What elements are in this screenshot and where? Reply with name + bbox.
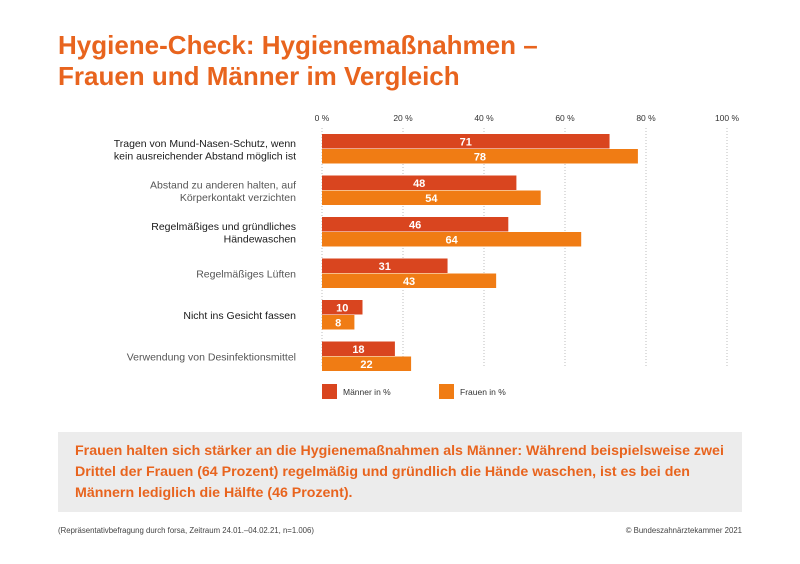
legend-label: Männer in % — [343, 387, 391, 397]
legend: Männer in % Frauen in % — [322, 384, 506, 399]
summary-callout: Frauen halten sich stärker an die Hygien… — [58, 432, 742, 512]
data-label: 10 — [336, 303, 348, 315]
bar — [322, 300, 363, 315]
bar — [322, 232, 582, 247]
bar — [322, 315, 355, 330]
page-title: Hygiene-Check: Hygienemaßnahmen – Frauen… — [58, 30, 758, 92]
category-label: kein ausreichender Abstand möglich ist — [114, 150, 296, 162]
data-label: 18 — [352, 344, 364, 356]
legend-swatch — [322, 384, 337, 399]
copyright-notice: © Bundeszahnärztekammer 2021 — [625, 526, 742, 535]
bar — [322, 190, 541, 205]
title-line-1: Hygiene-Check: Hygienemaßnahmen – — [58, 30, 538, 60]
x-tick-label: 60 % — [555, 113, 575, 123]
bar — [322, 149, 638, 164]
data-label: 46 — [409, 220, 421, 232]
category-label: Körperkontakt verzichten — [180, 192, 296, 204]
title-line-2: Frauen und Männer im Vergleich — [58, 61, 460, 91]
x-tick-label: 40 % — [474, 113, 494, 123]
bar-chart: 0 % 20 % 40 % 60 % 80 % 100 % Tragen von Mund… — [114, 113, 740, 399]
source-footnote: (Repräsentativbefragung durch forsa, Zei… — [58, 526, 314, 535]
x-tick-label: 80 % — [636, 113, 656, 123]
legend-swatch — [439, 384, 454, 399]
data-label: 43 — [403, 276, 415, 288]
data-label: 8 — [335, 318, 341, 330]
x-tick-label: 20 % — [393, 113, 413, 123]
category-label: Verwendung von Desinfektionsmittel — [127, 352, 296, 364]
category-label: Regelmäßiges Lüften — [196, 269, 296, 281]
category-label: Tragen von Mund-Nasen-Schutz, wenn — [114, 138, 296, 150]
data-label: 22 — [360, 359, 372, 371]
legend-label: Frauen in % — [460, 387, 506, 397]
data-label: 78 — [474, 152, 486, 164]
bar — [322, 134, 610, 149]
data-label: 31 — [379, 261, 391, 273]
x-tick-label: 0 % — [315, 113, 330, 123]
grid-layer — [321, 128, 728, 368]
data-label: 71 — [460, 137, 472, 149]
tick-labels: 0 % 20 % 40 % 60 % 80 % 100 % — [315, 113, 740, 123]
bar — [322, 217, 509, 232]
data-label: 54 — [425, 193, 438, 205]
data-label: 64 — [445, 235, 458, 247]
bar — [322, 175, 517, 190]
bar — [322, 356, 412, 371]
category-label: Regelmäßiges und gründliches — [151, 221, 296, 233]
data-label: 48 — [413, 178, 425, 190]
bar — [322, 273, 497, 288]
x-tick-label: 100 % — [715, 113, 740, 123]
category-label: Händewaschen — [224, 233, 297, 245]
bar — [322, 258, 448, 273]
category-label: Nicht ins Gesicht fassen — [183, 310, 296, 322]
category-label: Abstand zu anderen halten, auf — [150, 179, 296, 191]
bar — [322, 341, 395, 356]
